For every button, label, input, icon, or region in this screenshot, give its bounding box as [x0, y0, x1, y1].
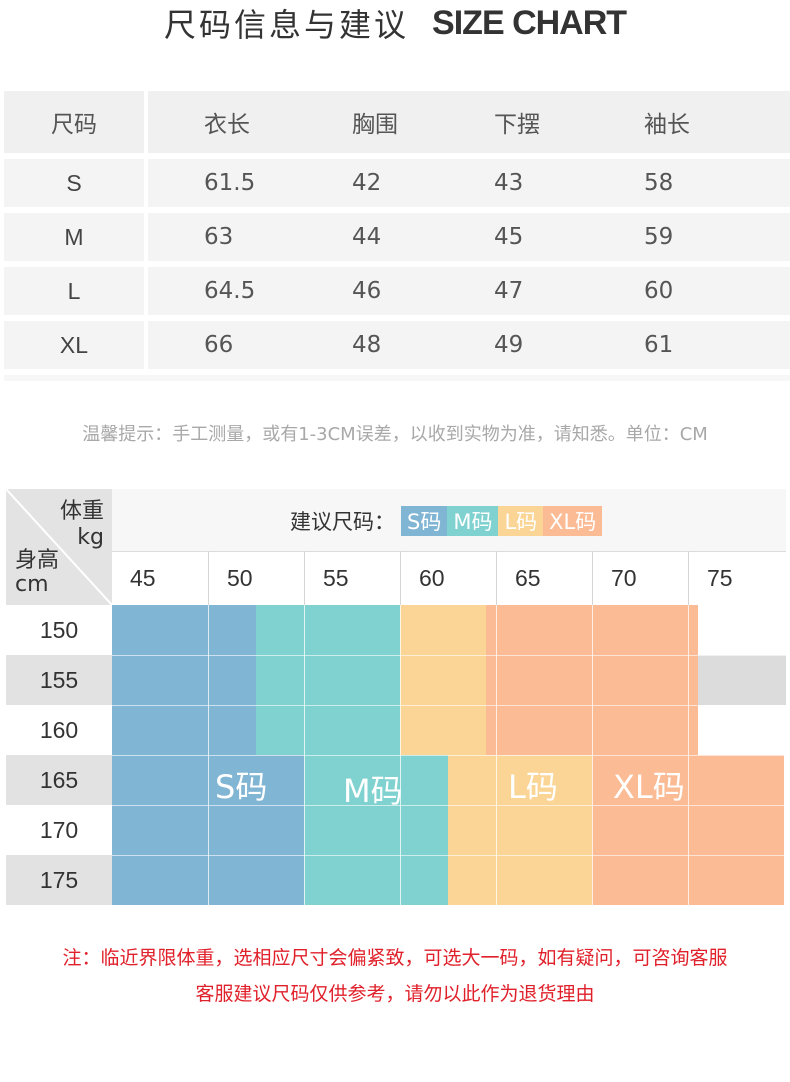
- size-band-xl: [486, 605, 698, 755]
- cell-length: 63: [204, 224, 234, 250]
- size-legend: 建议尺码： S码 M码 L码 XL码: [290, 505, 603, 537]
- height-unit: cm: [15, 572, 49, 597]
- size-name: L: [4, 267, 148, 315]
- header-hem: 下摆: [494, 112, 540, 138]
- size-table-header: 尺码 衣长 胸围 下摆 袖长: [4, 91, 790, 153]
- weight-tick: 50: [208, 551, 304, 605]
- weight-label: 体重 kg: [60, 499, 104, 551]
- size-band-l: [400, 605, 487, 755]
- cell-sleeve: 60: [644, 278, 674, 304]
- weight-tick: 45: [130, 564, 156, 591]
- weight-tick: 55: [304, 551, 400, 605]
- size-band-l: [448, 755, 592, 905]
- size-row-m: M 63 44 45 59: [4, 213, 790, 261]
- size-row-s: S 61.5 42 43 58: [4, 159, 790, 207]
- legend-label: 建议尺码：: [290, 510, 395, 534]
- page-header: 尺码信息与建议 SIZE CHART: [0, 0, 790, 45]
- chart-corner: 体重 kg 身高 cm: [6, 489, 112, 605]
- height-tick: 170: [6, 805, 112, 855]
- cell-chest: 42: [352, 170, 382, 196]
- size-label: XL码: [613, 768, 685, 806]
- height-tick: 165: [6, 755, 112, 805]
- size-table-footer: [4, 375, 790, 381]
- cell-length: 64.5: [204, 278, 256, 304]
- header-chest: 胸围: [352, 112, 398, 138]
- height-tick: 175: [6, 855, 112, 905]
- measurement-tip: 温馨提示：手工测量，或有1-3CM误差，以收到实物为准，请知悉。单位：CM: [82, 424, 708, 445]
- legend-chip-l: L码: [498, 506, 544, 536]
- cell-hem: 43: [494, 170, 524, 196]
- height-tick: 150: [6, 605, 112, 655]
- cell-chest: 44: [352, 224, 382, 250]
- title-en: SIZE CHART: [432, 3, 627, 42]
- weight-tick: 75: [688, 551, 786, 605]
- size-band-s: [112, 605, 256, 755]
- size-label: M码: [343, 772, 403, 810]
- height-tick: 155: [6, 655, 112, 705]
- grid-line: [112, 755, 786, 756]
- weight-tick: 70: [592, 551, 688, 605]
- cell-length: 61.5: [204, 170, 256, 196]
- height-label-text: 身高: [15, 548, 60, 573]
- cell-sleeve: 59: [644, 224, 674, 250]
- cell-hem: 47: [494, 278, 524, 304]
- size-band-m: [256, 605, 400, 755]
- cell-length: 66: [204, 332, 234, 358]
- legend-chip-m: M码: [447, 506, 499, 536]
- legend-chip-s: S码: [401, 506, 448, 536]
- size-row-xl: XL 66 48 49 61: [4, 321, 790, 369]
- weight-tick: 65: [496, 551, 592, 605]
- weight-tick: 60: [400, 551, 496, 605]
- cell-hem: 45: [494, 224, 524, 250]
- cell-chest: 46: [352, 278, 382, 304]
- size-name: S: [4, 159, 148, 207]
- cell-sleeve: 61: [644, 332, 674, 358]
- cell-chest: 48: [352, 332, 382, 358]
- cell-hem: 49: [494, 332, 524, 358]
- grid-line: [112, 855, 786, 856]
- grid-line: [112, 805, 786, 806]
- size-row-l: L 64.5 46 47 60: [4, 267, 790, 315]
- grid-line: [112, 705, 786, 706]
- weight-label-text: 体重: [59, 499, 104, 524]
- legend-chip-xl: XL码: [543, 506, 603, 536]
- weight-axis: [112, 551, 786, 606]
- size-name: XL: [4, 321, 148, 369]
- cell-sleeve: 58: [644, 170, 674, 196]
- warning-line-2: 客服建议尺码仅供参考，请勿以此作为退货理由: [195, 983, 595, 1005]
- size-band-m: [304, 755, 448, 905]
- diagonal-divider: [6, 489, 112, 605]
- weight-unit: kg: [77, 525, 104, 550]
- size-label: L码: [508, 768, 558, 806]
- grid-line: [112, 655, 786, 656]
- height-label: 身高 cm: [15, 549, 59, 597]
- size-name: M: [4, 213, 148, 261]
- size-label: S码: [215, 768, 268, 806]
- height-tick: 160: [6, 705, 112, 755]
- header-size: 尺码: [4, 91, 148, 153]
- title-cn: 尺码信息与建议: [163, 6, 409, 44]
- header-length: 衣长: [204, 112, 250, 138]
- header-sleeve: 袖长: [644, 112, 690, 138]
- warning-line-1: 注：临近界限体重，选相应尺寸会偏紧致，可选大一码，如有疑问，可咨询客服: [62, 947, 728, 969]
